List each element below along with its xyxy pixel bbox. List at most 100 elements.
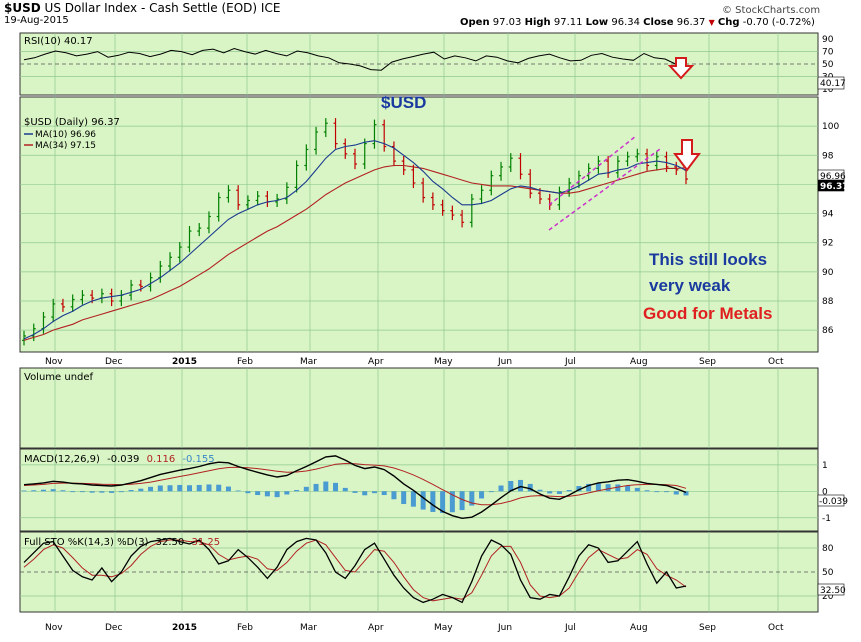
macd-hist-bar [527, 483, 533, 492]
x-tick-label: Apr [368, 357, 384, 367]
stochastic-tick-label: 80 [822, 544, 834, 554]
ma34-series [23, 164, 687, 341]
price-panel: 86889092949698100 NovDec2015FebMarAprMay… [19, 96, 848, 367]
macd-hist-bar [469, 491, 475, 506]
macd-hist-bar [333, 482, 339, 492]
price-tick-label: 100 [822, 122, 839, 132]
macd-hist-bar [605, 484, 611, 492]
volume-label: Volume undef [24, 372, 94, 383]
stochastic-k-series [23, 537, 687, 604]
macd-hist-bar [459, 491, 465, 511]
brand-label: © StockCharts.com [722, 5, 821, 16]
macd-hist-bar [615, 484, 621, 492]
price-legend: $USD (Daily) 96.37 MA(10) 96.96 MA(34) 9… [24, 117, 120, 151]
x-tick-label: Nov [45, 357, 63, 367]
macd-hist-bar [70, 491, 76, 493]
macd-hist-bar [206, 484, 212, 492]
macd-hist-bar [138, 488, 144, 492]
macd-last-value-box: -0.039 [817, 494, 848, 507]
macd-hist-bar [654, 491, 660, 493]
macd-hist-bar [148, 486, 154, 492]
macd-hist-bar [401, 491, 407, 505]
down-arrow-icon-price [673, 139, 701, 172]
macd-hist-bar [371, 491, 377, 494]
x-tick-label: Aug [630, 357, 648, 367]
macd-hist-bar [167, 485, 173, 492]
macd-signal-line [23, 462, 687, 506]
macd-tick-label: 1 [822, 461, 828, 471]
macd-hist-bar [664, 491, 670, 493]
macd-label: MACD(12,26,9) -0.039 0.116 -0.155 [24, 454, 215, 465]
price-tick-label: 98 [822, 151, 834, 161]
macd-label-value: -0.039 [107, 454, 139, 465]
close-last-value: 96.37 [820, 182, 848, 192]
rsi-tick-label: 70 [822, 48, 834, 58]
macd-hist-bar [118, 491, 124, 493]
macd-hist-bar [235, 490, 241, 492]
macd-hist-bar [410, 491, 416, 507]
stochastic-panel: 80 50 20 Full STO %K(14,3) %D(3) 32.50 31.… [19, 531, 846, 633]
macd-hist-bar [157, 485, 163, 492]
macd-series [23, 455, 687, 520]
rsi-label-text: RSI(10) 40.17 [24, 36, 93, 47]
down-arrow-icon-rsi [667, 57, 695, 80]
price-candles [22, 118, 688, 346]
macd-hist-bar [644, 490, 650, 492]
macd-hist-bar [196, 484, 202, 492]
macd-hist-bar [274, 491, 280, 498]
close-label: Close [643, 17, 674, 28]
price-x-ticks: Nov Dec 2015 Feb Mar Apr May Jun Jul Aug Sep Oct [45, 357, 784, 367]
macd-signal-value: 0.116 [147, 454, 176, 465]
macd-hist-bar [313, 483, 319, 492]
macd-hist-bar [255, 491, 261, 496]
exchange-label: ICE [260, 1, 281, 15]
rsi-tick-label: 50 [822, 60, 834, 70]
macd-hist-bar [362, 491, 368, 496]
macd-line [23, 455, 687, 520]
macd-hist-bar [79, 491, 85, 493]
macd-hist-bar [31, 490, 37, 492]
x-tick-label: May [434, 357, 453, 367]
note-line-1: This still looks [649, 250, 768, 269]
macd-hist-bar [352, 491, 358, 493]
macd-hist-bar [586, 483, 592, 492]
open-label: Open [460, 17, 490, 28]
macd-hist-bar [284, 491, 290, 495]
ma10-series [23, 140, 687, 340]
low-label: Low [585, 17, 609, 28]
symbol-name: US Dollar Index - Cash Settle (EOD) [44, 1, 258, 15]
x-tick-label: Oct [768, 623, 784, 633]
low-value: 96.34 [611, 17, 640, 28]
x-tick-label: May [434, 623, 453, 633]
macd-hist-bar [303, 486, 309, 492]
macd-hist-bar [576, 486, 582, 492]
macd-hist-bar [537, 489, 543, 492]
macd-hist-bar [216, 484, 222, 492]
macd-hist-bar [40, 489, 46, 492]
stochastic-d-series [23, 539, 687, 602]
x-tick-label: Dec [105, 357, 122, 367]
down-triangle-icon: ▼ [708, 18, 715, 27]
high-value: 97.11 [553, 17, 583, 28]
macd-hist-bar [50, 489, 56, 492]
rsi-last-value: 40.17 [820, 79, 846, 89]
x-tick-label: Oct [768, 357, 784, 367]
x-tick-label: Jul [564, 357, 576, 367]
stochastic-x-ticks: Nov Dec 2015 Feb Mar Apr May Jun Jul Aug Sep Oct [45, 623, 784, 633]
macd-hist-bar [625, 485, 631, 492]
macd-hist-bar [128, 490, 134, 492]
stochastic-last-value: 32.50 [820, 586, 846, 596]
macd-hist-bar [264, 491, 270, 497]
chart-label-usd: $USD [381, 93, 427, 112]
macd-hist-bar [449, 491, 455, 513]
rsi-panel: 9070503010 RSI(10) 40.17 40.17 [19, 32, 846, 96]
macd-hist-bar [508, 481, 514, 492]
macd-last-value: -0.039 [819, 497, 848, 507]
stochastic-tick-label: 50 [822, 568, 834, 578]
rsi-series [23, 47, 687, 71]
stochastic-label: Full STO %K(14,3) %D(3) 32.50 31.25 [24, 537, 220, 548]
price-tick-label: 92 [822, 239, 833, 249]
chart-date: 19-Aug-2015 [4, 15, 69, 26]
macd-hist-bar [187, 485, 192, 492]
macd-hist-bar [225, 486, 231, 492]
